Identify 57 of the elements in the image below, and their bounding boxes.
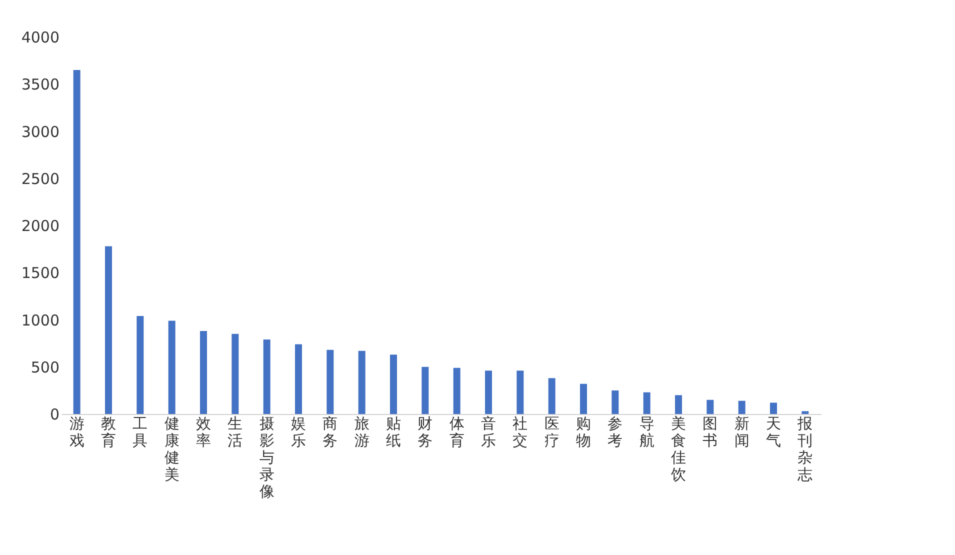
- x-tick-label: 商务: [322, 414, 338, 450]
- bar: [390, 354, 397, 414]
- x-tick-label: 医疗: [544, 414, 560, 450]
- x-tick-label: 游戏: [69, 414, 84, 450]
- x-tick-label: 购物: [576, 414, 591, 450]
- x-tick-label: 工具: [132, 414, 148, 450]
- bar: [485, 370, 492, 414]
- x-tick-label: 图书: [702, 414, 718, 450]
- bar: [358, 350, 366, 414]
- bar: [580, 384, 587, 414]
- bar: [516, 370, 524, 414]
- x-tick-label: 效率: [196, 414, 211, 450]
- bar: [73, 70, 80, 414]
- x-tick-label: 贴纸: [386, 414, 401, 450]
- y-tick-label: 0: [50, 406, 60, 424]
- y-tick-label: 1500: [21, 264, 60, 282]
- y-tick-label: 500: [30, 358, 60, 376]
- bar: [738, 400, 746, 414]
- y-tick-label: 3500: [21, 76, 60, 94]
- bar: [548, 378, 556, 414]
- y-tick-label: 2500: [21, 170, 60, 188]
- x-tick-label: 娱乐: [291, 414, 306, 450]
- bar: [263, 340, 270, 414]
- x-tick-label: 报刊杂志: [796, 414, 813, 484]
- x-tick-label: 导航: [639, 414, 654, 450]
- bar: [232, 334, 239, 414]
- bar: [453, 368, 460, 414]
- y-tick-label: 3000: [21, 122, 60, 141]
- bar: [105, 246, 112, 414]
- x-tick-label: 天气: [766, 414, 781, 450]
- x-tick-label: 音乐: [481, 414, 496, 450]
- bar: [706, 400, 714, 414]
- bar: [643, 392, 650, 414]
- bar: [168, 320, 176, 414]
- bar: [675, 395, 682, 414]
- bar: [770, 402, 777, 414]
- x-tick-label: 旅游: [354, 414, 370, 450]
- bar: [136, 316, 144, 414]
- x-tick-label: 新闻: [734, 414, 750, 450]
- y-tick-label: 1000: [21, 311, 60, 330]
- x-tick-label: 健康健美: [164, 414, 180, 484]
- bar: [326, 350, 334, 414]
- bar: [200, 331, 207, 414]
- y-tick-label: 2000: [21, 217, 60, 235]
- x-tick-label: 财务: [418, 414, 433, 450]
- x-tick-label: 社交: [512, 414, 528, 450]
- x-tick-label: 生活: [228, 414, 243, 450]
- bar: [295, 344, 302, 414]
- x-tick-label: 参考: [608, 414, 623, 450]
- bar: [612, 390, 619, 414]
- x-tick-label: 教育: [101, 414, 116, 450]
- bar: [422, 366, 429, 414]
- x-tick-label: 美食佳饮: [670, 414, 686, 484]
- x-tick-label: 体育: [449, 414, 464, 450]
- bar: [802, 411, 809, 414]
- y-tick-label: 4000: [21, 28, 60, 46]
- x-tick-label: 摄影与录像: [259, 414, 274, 500]
